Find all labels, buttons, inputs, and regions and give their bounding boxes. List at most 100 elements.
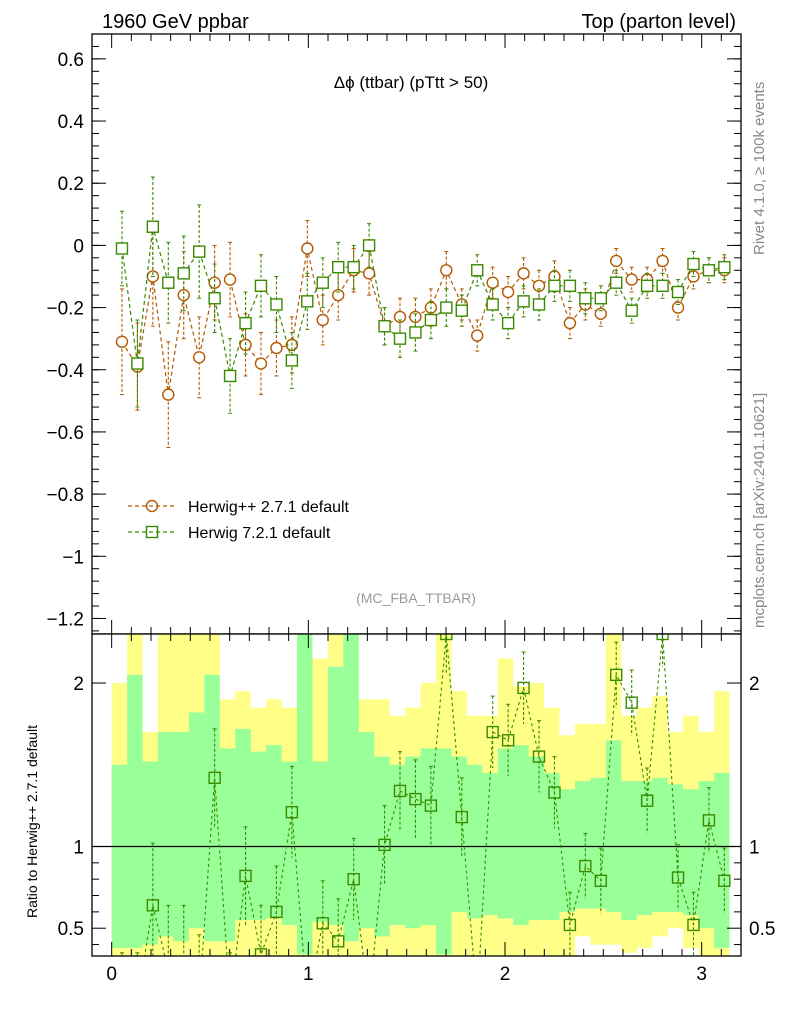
ratio-point-square [563,918,577,932]
data-point-square [440,301,453,314]
data-point-square [486,298,499,311]
data-point-circle [471,329,484,342]
inner-band [698,781,715,929]
data-point-circle [501,285,515,299]
rivet-label: Rivet 4.1.0, ≥ 100k events [751,82,768,255]
ratio-point-square [532,750,546,763]
inner-band [605,740,622,912]
data-point-circle [656,254,669,268]
inner-band [559,789,576,912]
ratio-series-line [144,634,725,956]
ratio-point-square [208,771,221,785]
data-point-circle [177,288,190,302]
data-point-square [455,304,468,317]
data-point-circle [115,335,129,348]
main-series [115,176,731,448]
ratio-point-square [239,869,252,883]
data-point-square [115,242,129,255]
data-point-circle [193,351,206,364]
data-point-square [640,279,654,293]
ratio-point-square [393,784,407,798]
data-point-square [501,316,515,330]
inner-band [204,674,220,942]
y-tick-label: −1 [62,547,84,568]
data-point-circle [517,267,530,280]
ratio-y-tick-label-right: 0.5 [749,919,775,940]
ratio-y-tick-label-right: 2 [749,674,760,695]
data-point-square [239,316,252,330]
ratio-point-square [347,872,360,886]
ratio-point-square [455,810,468,824]
ratio-point-square [378,838,391,852]
data-point-square [671,285,685,299]
main-panel: 0.6 0.4 0.2 0 −0.2 −0.4 −0.6 −0.8 −1 −1.2 Δϕ (ttb… [46,33,742,635]
ratio-bands [111,634,730,956]
data-point-square [362,239,376,252]
legend-label-herwigpp: Herwig++ 2.7.1 default [188,499,350,516]
ratio-point-square [409,792,422,806]
ratio-point-square [332,935,345,948]
ratio-point-square [579,859,592,873]
y-tick-label: −0.2 [46,299,84,320]
x-tick-label: 1 [303,964,314,985]
data-point-square [162,276,175,289]
data-point-circle [301,242,314,255]
ratio-panel: 0.5 0.5 1 1 2 2 0 1 2 3 Ratio to Herwig++ 2.7.1 d… [24,633,775,985]
ratio-axis-ticks: 0.5 0.5 1 1 2 2 0 1 2 3 [58,634,775,985]
ratio-point-square [254,948,268,956]
data-point-square [301,295,314,308]
data-point-square [177,267,190,280]
legend-entry-herwig7: Herwig 7.2.1 default [128,525,331,542]
data-point-circle [270,341,283,355]
ratio-point-square [316,917,329,930]
legend-circle-marker [145,499,159,513]
watermark: (MC_FBA_TTBAR) [356,590,476,606]
series-line-1 [121,226,725,377]
data-point-square [409,326,422,339]
inner-band [683,789,699,916]
inner-band [327,666,344,925]
legend-entry-herwigpp: Herwig++ 2.7.1 default [128,499,350,516]
data-point-square [471,264,484,277]
data-point-circle [162,388,175,401]
ratio-point-square [501,734,515,747]
inner-band [636,781,653,916]
data-point-circle [594,307,607,320]
ratio-plot-border [91,633,742,957]
data-point-circle [316,313,329,327]
ratio-series [119,634,731,956]
y-tick-label: −0.4 [46,361,84,382]
inner-band [466,764,483,919]
x-tick-label: 0 [106,964,117,985]
inner-band [667,784,684,912]
data-point-square [254,279,268,293]
data-point-circle [332,288,345,302]
data-point-square [563,279,577,293]
y-tick-label: 0.6 [58,50,84,71]
header-left: 1960 GeV ppbar [102,11,249,33]
data-point-square [548,279,561,293]
data-point-circle [671,301,685,314]
legend: Herwig++ 2.7.1 default Herwig 7.2.1 defa… [128,499,350,542]
x-tick-label: 3 [696,964,707,985]
ratio-y-tick-label-right: 1 [749,837,760,858]
inner-band [389,764,406,925]
inner-band [497,748,514,919]
inner-band [420,748,437,925]
inner-band [513,745,529,925]
inner-band [297,634,313,955]
inner-band [343,634,359,942]
header-right: Top (parton level) [581,11,736,33]
inner-band [158,732,174,937]
series-line-0 [121,248,725,395]
ratio-y-tick-label: 0.5 [58,919,84,940]
inner-band [173,732,189,942]
ratio-point-square [718,874,731,888]
y-tick-label: 0 [73,236,84,257]
data-point-square [532,298,546,311]
ratio-point-square [440,634,453,641]
inner-band [358,732,375,929]
y-tick-label: −1.2 [46,609,84,630]
data-point-square [332,260,345,274]
data-point-square [610,276,623,289]
